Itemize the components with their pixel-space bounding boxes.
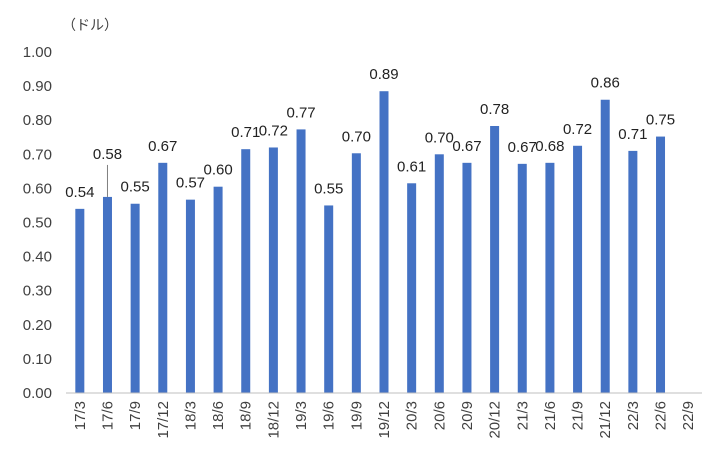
bar (241, 149, 251, 393)
x-tick-label: 19/9 (348, 401, 365, 430)
bar (573, 145, 583, 393)
bar (213, 186, 223, 393)
x-axis-ticks: 17/3 17/6 17/9 17/12 18/3 18/6 18/9 18/12 19/3 19… (72, 401, 697, 439)
bars (75, 91, 666, 394)
data-labels: 0.540.580.550.670.570.600.710.720.770.55… (65, 66, 675, 201)
bar (545, 162, 555, 393)
data-label: 0.58 (93, 146, 122, 163)
x-tick-label: 18/9 (238, 401, 255, 430)
bar (296, 129, 306, 394)
data-label: 0.67 (452, 138, 481, 155)
data-label: 0.78 (480, 101, 509, 118)
data-label: 0.75 (646, 112, 675, 129)
bar (407, 183, 417, 393)
x-tick-label: 19/6 (321, 401, 338, 430)
bar (102, 196, 112, 393)
bar (130, 203, 140, 393)
data-label: 0.67 (148, 138, 177, 155)
y-tick-label: 0.50 (23, 215, 52, 232)
y-tick-label: 0.70 (23, 146, 52, 163)
data-label: 0.70 (425, 129, 454, 146)
y-tick-label: 0.20 (23, 317, 52, 334)
x-tick-label: 21/12 (597, 401, 614, 439)
data-label: 0.61 (397, 158, 426, 175)
bar (628, 150, 638, 393)
data-label: 0.72 (259, 122, 288, 139)
bar (490, 125, 500, 393)
x-tick-label: 17/12 (155, 401, 172, 439)
data-label: 0.70 (342, 128, 371, 145)
y-tick-label: 0.80 (23, 112, 52, 129)
x-tick-label: 18/12 (265, 401, 282, 439)
y-tick-label: 0.90 (23, 78, 52, 95)
x-tick-label: 21/9 (570, 401, 587, 430)
bar (75, 208, 85, 393)
bar (158, 162, 168, 393)
x-tick-label: 19/12 (376, 401, 393, 439)
x-tick-label: 18/3 (182, 401, 199, 430)
data-label: 0.60 (203, 162, 232, 179)
y-tick-label: 0.60 (23, 180, 52, 197)
bar (434, 154, 444, 393)
x-tick-label: 19/3 (293, 401, 310, 430)
x-tick-label: 20/12 (487, 401, 504, 439)
bar (462, 162, 472, 393)
data-label: 0.55 (314, 180, 343, 197)
y-axis-ticks: 0.00 0.10 0.20 0.30 0.40 0.50 0.60 0.70 0.80 0.90… (23, 44, 52, 402)
x-tick-label: 20/3 (404, 401, 421, 430)
data-label: 0.71 (231, 124, 260, 141)
x-tick-label: 17/3 (72, 401, 89, 430)
x-tick-label: 17/9 (127, 401, 144, 430)
x-tick-label: 22/3 (625, 401, 642, 430)
data-label: 0.68 (535, 138, 564, 155)
y-tick-label: 0.10 (23, 351, 52, 368)
data-label: 0.77 (286, 104, 315, 121)
data-label: 0.72 (563, 121, 592, 138)
x-tick-label: 17/6 (99, 401, 116, 430)
bar (268, 147, 278, 393)
y-tick-label: 0.30 (23, 283, 52, 300)
bar (351, 153, 361, 393)
y-tick-label: 0.00 (23, 385, 52, 402)
y-tick-label: 1.00 (23, 44, 52, 61)
bar (185, 199, 195, 393)
data-label: 0.67 (508, 139, 537, 156)
bar (600, 99, 610, 394)
x-tick-label: 22/6 (653, 401, 670, 430)
data-label: 0.86 (591, 75, 620, 92)
x-tick-label: 18/6 (210, 401, 227, 430)
unit-label: （ドル） (62, 17, 118, 33)
data-label: 0.55 (121, 179, 150, 196)
bar (379, 91, 389, 393)
data-label: 0.57 (176, 175, 205, 192)
bar (656, 136, 666, 393)
x-tick-label: 22/9 (680, 401, 697, 430)
x-tick-label: 20/9 (459, 401, 476, 430)
x-tick-label: 21/3 (514, 401, 531, 430)
data-label: 0.54 (65, 184, 94, 201)
bar (324, 205, 334, 393)
y-tick-label: 0.40 (23, 249, 52, 266)
x-tick-label: 20/6 (431, 401, 448, 430)
data-label: 0.71 (618, 126, 647, 143)
bar (517, 163, 527, 393)
x-tick-label: 21/6 (542, 401, 559, 430)
data-label: 0.89 (369, 66, 398, 83)
